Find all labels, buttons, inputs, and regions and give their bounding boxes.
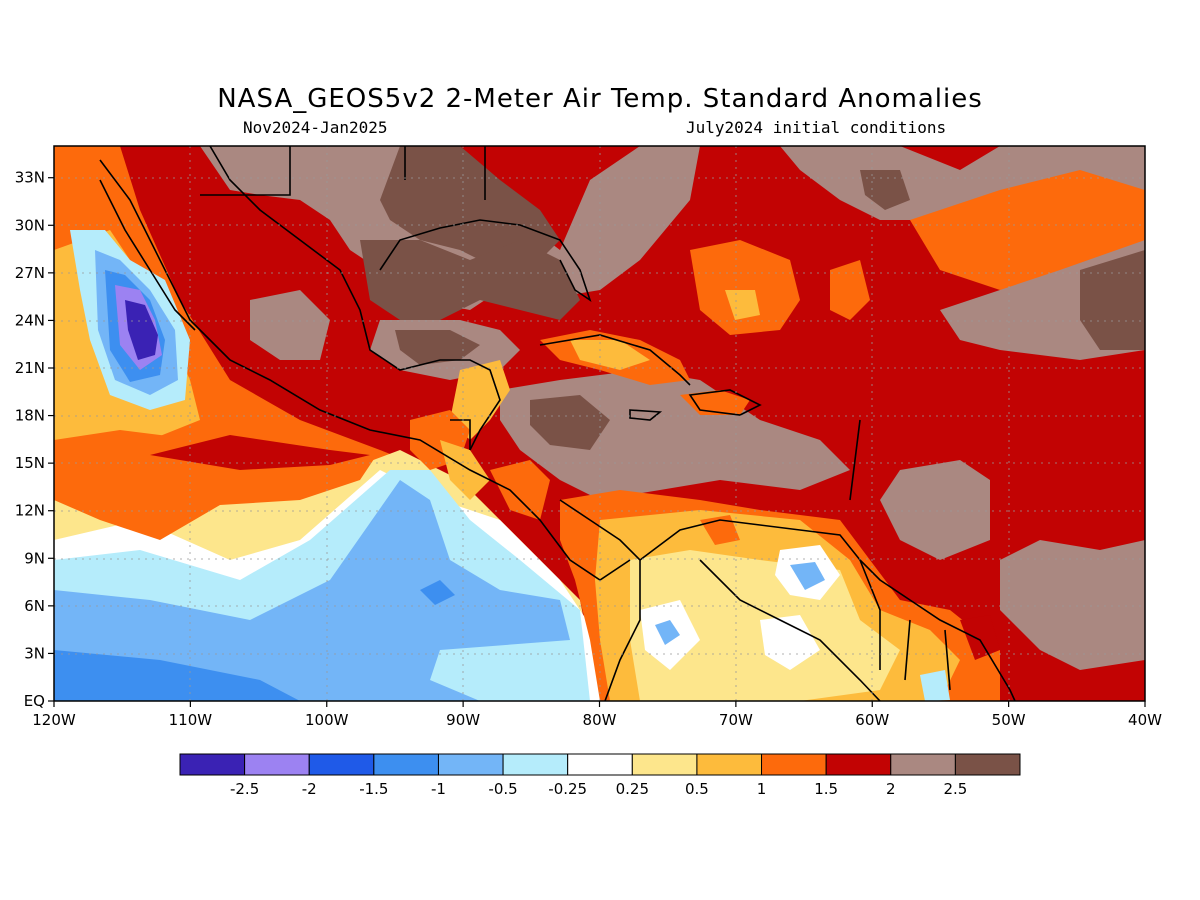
colorbar-swatch [244,753,310,776]
x-tick-label: 110W [169,711,213,729]
colorbar-label: 2.5 [943,780,967,798]
colorbar-label: -0.25 [548,780,587,798]
anomaly-fill [54,146,1145,701]
colorbar-swatch [631,753,698,776]
x-tick-label: 60W [855,711,889,729]
y-tick-label: 6N [24,597,45,615]
colorbar-swatch [308,753,375,776]
y-tick-label: 3N [24,644,45,662]
x-tick-label: 50W [992,711,1026,729]
forecast-period: Nov2024-Jan2025 [243,118,388,137]
x-tick-label: 120W [32,711,76,729]
colorbar-swatch [437,753,504,776]
colorbar-label: -2.5 [230,780,259,798]
colorbar: -2.5 -2 -1.5 -1 -0.5 -0.25 0.25 0.5 1 1.5 2 2.5 [179,753,1021,798]
colorbar-label: 0.5 [685,780,709,798]
y-tick-label: 27N [15,264,45,282]
latitude-axis: EQ 3N 6N 9N 12N 15N 18N 21N 24N 27N 30N 33N [15,169,54,710]
y-tick-label: 33N [15,169,45,187]
colorbar-swatch [696,753,763,776]
y-tick-label: 24N [15,311,45,329]
x-tick-label: 90W [446,711,480,729]
colorbar-swatch [954,753,1021,776]
colorbar-swatch [373,753,439,776]
x-tick-label: 80W [583,711,617,729]
y-tick-label: 18N [15,407,45,425]
colorbar-label: 1 [757,780,767,798]
colorbar-label: 0.25 [616,780,649,798]
longitude-axis: 120W 110W 100W 90W 80W 70W 60W 50W 40W [32,701,1162,729]
y-tick-label: 21N [15,359,45,377]
colorbar-label: 2 [886,780,896,798]
colorbar-label: -1 [431,780,446,798]
colorbar-label: -2 [302,780,317,798]
y-tick-label: EQ [24,692,45,710]
grid-lines [54,146,1145,701]
y-tick-label: 15N [15,454,45,472]
colorbar-swatch [502,753,569,776]
x-tick-label: 100W [305,711,349,729]
colorbar-swatch [890,753,956,776]
colorbar-label: 1.5 [814,780,838,798]
colorbar-label: -0.5 [488,780,517,798]
x-tick-label: 40W [1128,711,1162,729]
x-tick-label: 70W [719,711,753,729]
chart-title: NASA_GEOS5v2 2-Meter Air Temp. Standard … [217,84,983,114]
colorbar-label: -1.5 [359,780,388,798]
colorbar-swatch [761,753,827,776]
colorbar-swatch [567,753,633,776]
y-tick-label: 12N [15,502,45,520]
y-tick-label: 9N [24,549,45,567]
initial-conditions: July2024 initial conditions [686,118,947,137]
colorbar-swatch [179,753,246,776]
y-tick-label: 30N [15,216,45,234]
colorbar-swatch [825,753,892,776]
